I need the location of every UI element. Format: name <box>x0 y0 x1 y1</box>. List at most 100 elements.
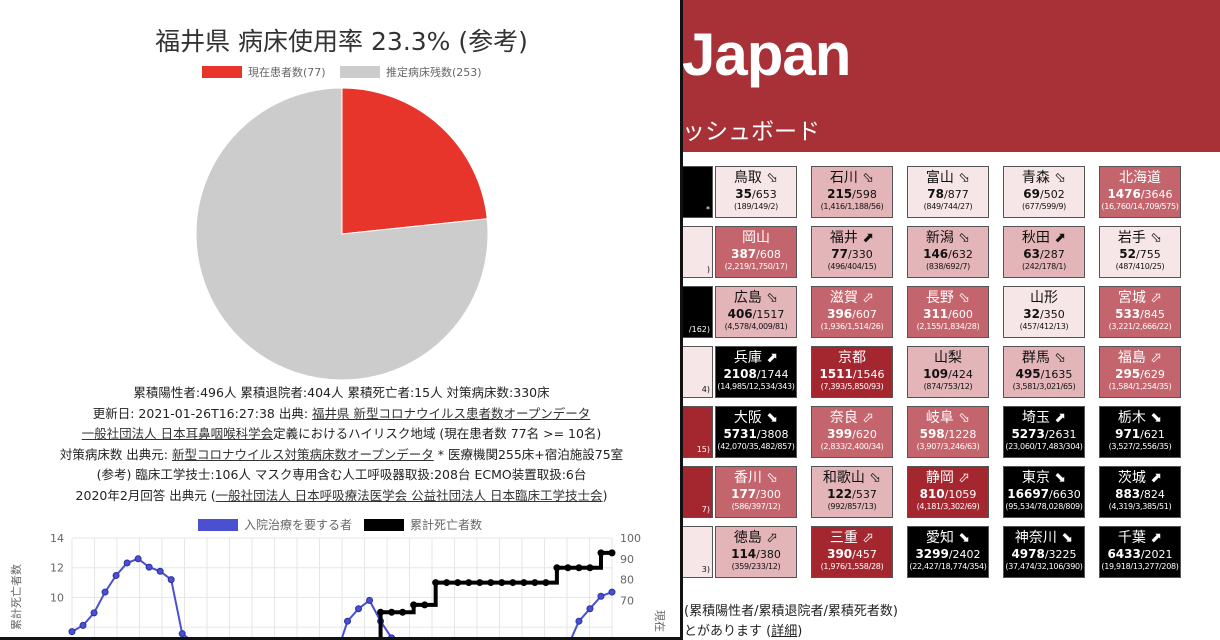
pie-slice-remaining[interactable] <box>195 87 489 381</box>
prefecture-tile-partial[interactable]: * <box>683 166 713 218</box>
prefecture-name: 群馬 ⬂ <box>1021 350 1067 366</box>
prefecture-tile[interactable]: 千葉 ⬈ 6433/2021 (19,918/13,277/208) <box>1099 526 1181 578</box>
prefecture-detail-popup: 福井県 病床使用率 23.3% (参考) 現在患者数(77) 推定病床残数(25… <box>0 0 683 640</box>
pie-legend-current[interactable]: 現在患者数(77) <box>202 64 326 80</box>
source-link-beds[interactable]: 新型コロナウイルス対策病床数オープンデータ <box>171 446 434 462</box>
arrow-up-right-outline-icon: ⬀ <box>1145 290 1163 306</box>
data-point-hospitalized <box>134 555 142 563</box>
prefecture-tile[interactable]: 和歌山 ⬂ 122/537 (992/857/13) <box>811 466 893 518</box>
source-link-fukui[interactable]: 福井県 新型コロナウイルス患者数オープンデータ <box>312 405 591 421</box>
data-point-deaths <box>487 579 495 587</box>
prefecture-tile[interactable]: 大阪 ⬊ 5731/3808 (42,070/35,482/857) <box>715 406 797 458</box>
prefecture-current: 495/1635 <box>1015 367 1073 381</box>
partial-tile-text: 3) <box>701 565 710 574</box>
reference-text: 2020年2月回答 出典元 ( <box>75 487 216 503</box>
prefecture-tile[interactable]: 茨城 ⬈ 883/824 (4,319/3,385/51) <box>1099 466 1181 518</box>
prefecture-current: 1476/3646 <box>1107 187 1173 201</box>
data-point-deaths <box>608 549 616 557</box>
prefecture-tile-partial[interactable]: /162) <box>683 286 713 338</box>
prefecture-current: 16697/6630 <box>1007 487 1081 501</box>
arrow-down-right-outline-icon: ⬂ <box>761 290 779 306</box>
y-left-tick-label: 12 <box>50 562 64 575</box>
prefecture-name: 茨城 ⬈ <box>1117 470 1163 486</box>
prefecture-tile[interactable]: 秋田 ⬈ 63/287 (242/178/1) <box>1003 226 1085 278</box>
legend-swatch-hospitalized <box>198 518 238 531</box>
data-point-deaths <box>531 579 539 587</box>
prefecture-tile[interactable]: 埼玉 ⬈ 5273/2631 (23,060/17,483/304) <box>1003 406 1085 458</box>
prefecture-name: 兵庫 ⬈ <box>733 350 779 366</box>
prefecture-tile[interactable]: 東京 ⬊ 16697/6630 (95,534/78,028/809) <box>1003 466 1085 518</box>
prefecture-tile[interactable]: 長野 ⬂ 311/600 (2,155/1,834/28) <box>907 286 989 338</box>
prefecture-cumulative: (2,219/1,750/17) <box>724 262 788 271</box>
prefecture-tile[interactable]: 北海道 1476/3646 (16,760/14,709/575) <box>1099 166 1181 218</box>
prefecture-name: 愛知 ⬊ <box>925 530 971 546</box>
prefecture-tile-partial[interactable]: ) <box>683 226 713 278</box>
detail-link[interactable]: 詳細 <box>771 624 798 639</box>
prefecture-tile[interactable]: 兵庫 ⬈ 2108/1744 (14,985/12,534/343) <box>715 346 797 398</box>
prefecture-current: 399/620 <box>827 427 877 441</box>
prefecture-current: 77/330 <box>831 247 873 261</box>
prefecture-tile[interactable]: 青森 ⬂ 69/502 (677/599/9) <box>1003 166 1085 218</box>
prefecture-tile[interactable]: 広島 ⬂ 406/1517 (4,578/4,009/81) <box>715 286 797 338</box>
prefecture-tile-partial[interactable]: 15) <box>683 406 713 458</box>
source-link-jibika[interactable]: 一般社団法人 日本耳鼻咽喉科学会 <box>81 426 274 441</box>
prefecture-tile[interactable]: 静岡 ⬀ 810/1059 (4,181/3,302/69) <box>907 466 989 518</box>
prefecture-tile[interactable]: 愛知 ⬊ 3299/2402 (22,427/18,774/354) <box>907 526 989 578</box>
line-legend-deaths[interactable]: 累計死亡者数 <box>364 516 482 533</box>
pie-slice-current[interactable] <box>341 87 488 235</box>
prefecture-tile[interactable]: 鳥取 ⬂ 35/653 (189/149/2) <box>715 166 797 218</box>
prefecture-tile[interactable]: 宮城 ⬀ 533/845 (3,221/2,666/22) <box>1099 286 1181 338</box>
pie-legend-remaining[interactable]: 推定病床残数(253) <box>340 64 482 80</box>
data-point-deaths <box>399 608 407 616</box>
prefecture-tile[interactable]: 神奈川 ⬊ 4978/3225 (37,474/32,106/390) <box>1003 526 1085 578</box>
beds-line: 対策病床数 出典元: 新型コロナウイルス対策病床数オープンデータ * 医療機関2… <box>0 445 680 466</box>
y-right-axis-title: 現在 <box>653 610 666 632</box>
prefecture-current: 146/632 <box>923 247 973 261</box>
prefecture-tile[interactable]: 香川 ⬂ 177/300 (586/397/12) <box>715 466 797 518</box>
prefecture-tile[interactable]: 徳島 ⬀ 114/380 (359/233/12) <box>715 526 797 578</box>
prefecture-tile[interactable]: 栃木 ⬊ 971/621 (3,527/2,556/35) <box>1099 406 1181 458</box>
prefecture-tile[interactable]: 山形 32/350 (457/412/13) <box>1003 286 1085 338</box>
y-right-tick-label: 80 <box>620 574 634 587</box>
prefecture-tile[interactable]: 奈良 ⬀ 399/620 (2,833/2,400/34) <box>811 406 893 458</box>
risk-line: 一般社団法人 日本耳鼻咽喉科学会定義におけるハイリスク地域 (現在患者数 77名… <box>0 424 680 445</box>
prefecture-tile-partial[interactable]: 4) <box>683 346 713 398</box>
prefecture-tile[interactable]: 福井 ⬈ 77/330 (496/404/15) <box>811 226 893 278</box>
prefecture-tile[interactable]: 山梨 109/424 (874/753/12) <box>907 346 989 398</box>
prefecture-cumulative: (838/692/7) <box>926 262 970 271</box>
source-link-societies[interactable]: 一般社団法人 日本呼吸療法医学会 公益社団法人 日本臨床工学技士会 <box>215 487 603 503</box>
prefecture-name: 山形 <box>1030 290 1058 306</box>
prefecture-tile[interactable]: 岡山 387/608 (2,219/1,750/17) <box>715 226 797 278</box>
prefecture-tile[interactable]: 岐阜 ⬂ 598/1228 (3,907/3,246/63) <box>907 406 989 458</box>
data-point-deaths <box>465 579 473 587</box>
prefecture-tile[interactable]: 群馬 ⬂ 495/1635 (3,581/3,021/65) <box>1003 346 1085 398</box>
prefecture-name: 岐阜 ⬂ <box>925 410 971 426</box>
prefecture-tile[interactable]: 岩手 ⬂ 52/755 (487/410/25) <box>1099 226 1181 278</box>
arrow-down-right-solid-icon: ⬊ <box>761 410 779 426</box>
prefecture-tile[interactable]: 京都 1511/1546 (7,393/5,850/93) <box>811 346 893 398</box>
data-point-hospitalized <box>597 592 605 600</box>
line-legend-hospitalized[interactable]: 入院治療を要する者 <box>198 516 352 533</box>
legend-label-remaining: 推定病床残数(253) <box>386 66 482 79</box>
arrow-down-right-outline-icon: ⬂ <box>857 170 875 186</box>
data-point-hospitalized <box>344 617 352 625</box>
prefecture-tile[interactable]: 滋賀 ⬀ 396/607 (1,936/1,514/26) <box>811 286 893 338</box>
prefecture-tile[interactable]: 三重 ⬀ 390/457 (1,976/1,558/28) <box>811 526 893 578</box>
prefecture-stats: 累積陽性者:496人 累積退院者:404人 累積死亡者:15人 対策病床数:33… <box>0 383 680 506</box>
data-point-deaths <box>542 579 550 587</box>
prefecture-current: 69/502 <box>1023 187 1065 201</box>
arrow-down-right-solid-icon: ⬊ <box>953 530 971 546</box>
prefecture-tile[interactable]: 石川 ⬂ 215/598 (1,416/1,188/56) <box>811 166 893 218</box>
prefecture-name: 石川 ⬂ <box>829 170 875 186</box>
prefecture-tile-partial[interactable]: 7) <box>683 466 713 518</box>
arrow-up-right-outline-icon: ⬀ <box>1145 350 1163 366</box>
prefecture-tile[interactable]: 福島 ⬀ 295/629 (1,584/1,254/35) <box>1099 346 1181 398</box>
prefecture-tile[interactable]: 富山 ⬂ 78/877 (849/744/27) <box>907 166 989 218</box>
legend-swatch-remaining <box>340 66 380 78</box>
prefecture-cumulative: (4,181/3,302/69) <box>916 502 980 511</box>
prefecture-name: 福島 ⬀ <box>1117 350 1163 366</box>
prefecture-tile[interactable]: 新潟 ⬂ 146/632 (838/692/7) <box>907 226 989 278</box>
data-point-deaths <box>597 549 605 557</box>
prefecture-name: 京都 <box>838 350 866 366</box>
prefecture-tile-partial[interactable]: 3) <box>683 526 713 578</box>
